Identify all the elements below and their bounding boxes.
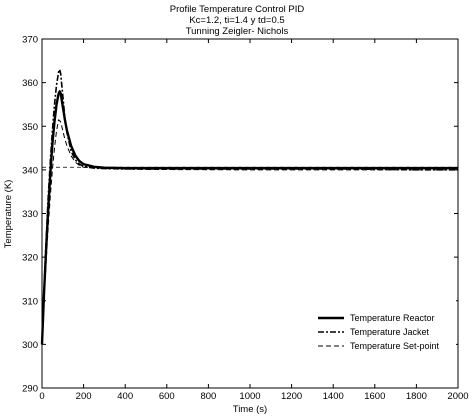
legend-box [300, 300, 456, 352]
y-tick-label: 350 [22, 122, 38, 133]
x-tick-label: 0 [39, 391, 44, 402]
x-tick-label: 1400 [323, 391, 344, 402]
series-lines [40, 68, 458, 345]
y-axis: 290 300 310 320 330 340 350 360 370 [22, 35, 458, 395]
y-tick-label: 370 [22, 35, 38, 46]
x-tick-label: 1000 [239, 391, 260, 402]
x-tick-label: 2000 [447, 391, 468, 402]
chart-subtitle-params: Kc=1.2, ti=1.4 y td=0.5 [189, 15, 284, 26]
series-line-temperature-jacket [41, 68, 458, 345]
y-tick-label: 310 [22, 296, 38, 307]
y-tick-label: 300 [22, 340, 38, 351]
x-axis-label: Time (s) [233, 404, 267, 415]
y-tick-label: 360 [22, 78, 38, 89]
x-tick-label: 800 [200, 391, 216, 402]
y-tick-label: 290 [22, 384, 38, 395]
legend-label: Temperature Jacket [350, 327, 430, 337]
x-tick-label: 1600 [364, 391, 385, 402]
chart-title-block: Profile Temperature Control PID Kc=1.2, … [170, 4, 305, 37]
x-tick-label: 200 [76, 391, 92, 402]
x-tick-label: 400 [117, 391, 133, 402]
y-tick-label: 320 [22, 253, 38, 264]
chart-title: Profile Temperature Control PID [170, 4, 305, 15]
x-tick-label: 1800 [406, 391, 427, 402]
legend-label: Temperature Reactor [350, 313, 435, 323]
chart-subtitle-method: Tunning Zeigler- Nichols [186, 26, 289, 37]
y-tick-label: 330 [22, 209, 38, 220]
legend-label: Temperature Set-point [350, 341, 440, 351]
series-line-temperature-set-point [41, 119, 458, 345]
y-axis-label: Temperature (K) [3, 180, 14, 249]
legend: Temperature Reactor Temperature Jacket Tem… [300, 300, 456, 352]
x-tick-label: 1200 [281, 391, 302, 402]
y-tick-label: 340 [22, 165, 38, 176]
x-tick-label: 600 [159, 391, 175, 402]
x-axis: 0 200 400 600 800 1000 1200 1400 1600 1800 2000 [39, 39, 469, 402]
